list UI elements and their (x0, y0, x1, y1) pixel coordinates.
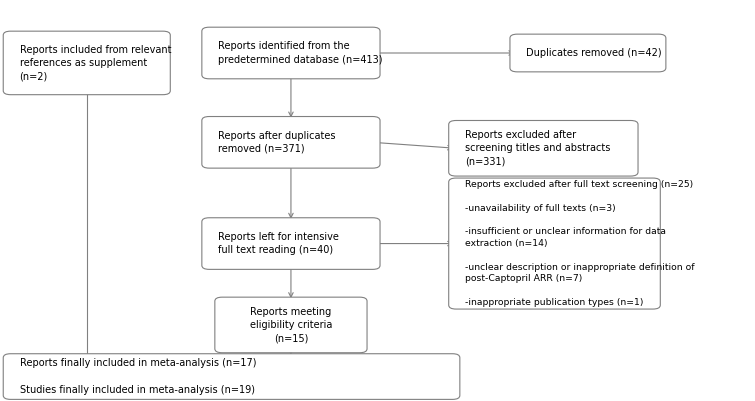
FancyBboxPatch shape (448, 178, 661, 309)
FancyBboxPatch shape (3, 354, 460, 399)
Text: Reports left for intensive
full text reading (n=40): Reports left for intensive full text rea… (218, 232, 339, 255)
FancyBboxPatch shape (3, 31, 171, 95)
FancyBboxPatch shape (202, 218, 380, 269)
Text: Reports finally included in meta-analysis (n=17)

Studies finally included in me: Reports finally included in meta-analysi… (20, 358, 256, 395)
FancyBboxPatch shape (215, 297, 367, 353)
Text: Reports excluded after full text screening (n=25)

-unavailability of full texts: Reports excluded after full text screeni… (465, 180, 695, 307)
FancyBboxPatch shape (510, 34, 666, 72)
Text: Reports included from relevant
references as supplement
(n=2): Reports included from relevant reference… (20, 45, 171, 81)
Text: Reports identified from the
predetermined database (n=413): Reports identified from the predetermine… (218, 41, 383, 65)
FancyBboxPatch shape (202, 27, 380, 79)
Text: Reports after duplicates
removed (n=371): Reports after duplicates removed (n=371) (218, 131, 336, 154)
FancyBboxPatch shape (202, 117, 380, 168)
Text: Reports excluded after
screening titles and abstracts
(n=331): Reports excluded after screening titles … (465, 130, 610, 166)
Text: Reports meeting
eligibility criteria
(n=15): Reports meeting eligibility criteria (n=… (250, 307, 332, 343)
Text: Duplicates removed (n=42): Duplicates removed (n=42) (526, 48, 662, 58)
FancyBboxPatch shape (448, 120, 638, 176)
